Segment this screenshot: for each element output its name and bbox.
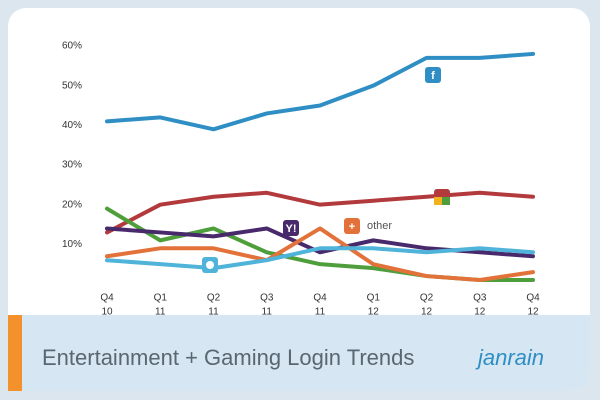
accent-strip bbox=[8, 315, 22, 391]
x-tick-label: 12 bbox=[474, 307, 486, 318]
brand-logo: janrain bbox=[475, 345, 544, 370]
y-tick-label: 60% bbox=[62, 41, 82, 52]
x-tick-label: Q3 bbox=[260, 293, 274, 304]
legend-label: other bbox=[367, 220, 392, 232]
series-line bbox=[105, 51, 535, 132]
provider-icon-part bbox=[434, 197, 442, 205]
y-tick-label: 40% bbox=[62, 120, 82, 131]
provider-icon-part bbox=[206, 261, 214, 269]
x-tick-label: 10 bbox=[101, 307, 113, 318]
y-tick-label: 20% bbox=[62, 199, 82, 210]
y-tick-label: 50% bbox=[62, 80, 82, 91]
provider-icon bbox=[344, 218, 360, 234]
provider-icon-label: Y! bbox=[286, 223, 297, 235]
x-tick-label: 12 bbox=[527, 307, 539, 318]
x-tick-label: Q2 bbox=[420, 293, 434, 304]
x-tick-label: 11 bbox=[208, 307, 219, 318]
x-tick-label: Q1 bbox=[154, 293, 168, 304]
x-tick-label: Q3 bbox=[473, 293, 487, 304]
x-tick-label: 11 bbox=[262, 307, 273, 318]
footer bbox=[8, 315, 590, 391]
x-tick-label: Q1 bbox=[367, 293, 381, 304]
x-tick-label: 11 bbox=[155, 307, 166, 318]
x-tick-label: Q2 bbox=[207, 293, 221, 304]
x-tick-label: 12 bbox=[421, 307, 433, 318]
x-tick-label: 11 bbox=[315, 307, 326, 318]
plot: 10% 20% 30% 40% 50% 60% Q4 10 Q1 11 Q2 11 Q3 11 Q4 11 Q1… bbox=[62, 41, 540, 318]
y-tick-label: 30% bbox=[62, 160, 82, 171]
x-tick-label: Q4 bbox=[100, 293, 114, 304]
provider-icon bbox=[425, 67, 441, 83]
x-tick-label: 12 bbox=[368, 307, 380, 318]
series-line bbox=[105, 190, 535, 235]
provider-icon-part bbox=[442, 197, 450, 205]
provider-icon bbox=[283, 220, 299, 236]
provider-icon-label: + bbox=[349, 221, 355, 233]
x-tick-label: Q4 bbox=[313, 293, 327, 304]
series-line bbox=[105, 226, 535, 283]
x-tick-label: Q4 bbox=[526, 293, 540, 304]
provider-icon-label: f bbox=[431, 70, 435, 82]
series-line bbox=[105, 246, 535, 271]
footer-title: Entertainment + Gaming Login Trends bbox=[42, 345, 414, 370]
y-tick-label: 10% bbox=[62, 239, 82, 250]
